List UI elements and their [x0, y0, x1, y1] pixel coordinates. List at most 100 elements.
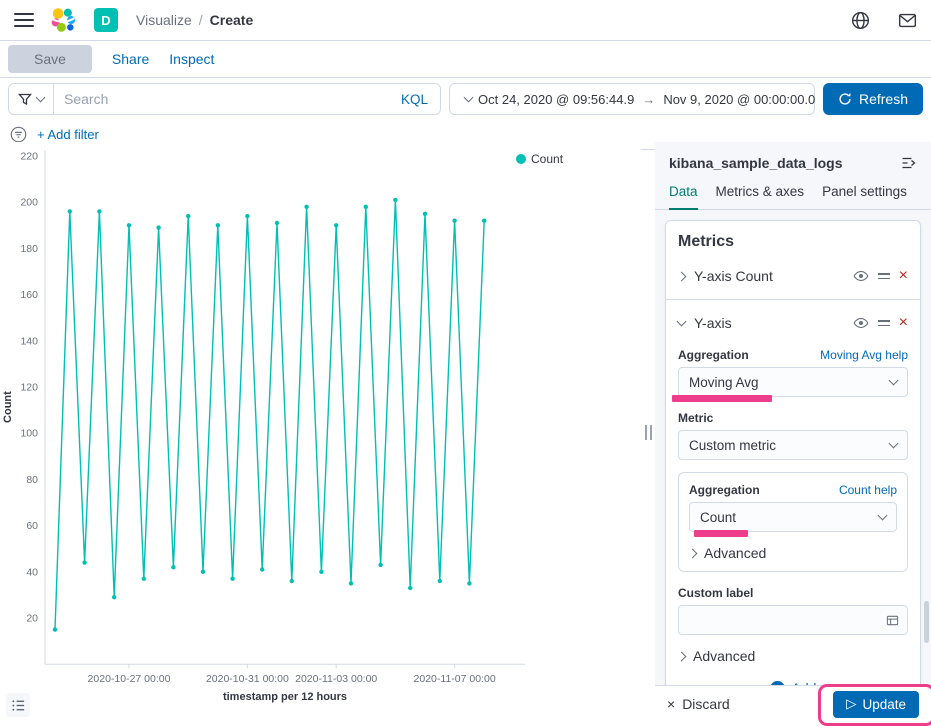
sub-aggregation-selected-value: Count	[700, 509, 737, 525]
remove-metric-button[interactable]: ×	[898, 314, 908, 331]
editor-footer: × Discard ▷ Update	[655, 684, 931, 726]
svg-text:200: 200	[20, 197, 38, 209]
mail-icon[interactable]	[898, 11, 917, 30]
svg-text:20: 20	[26, 613, 38, 625]
metric-yaxis-count-row[interactable]: Y-axis Count ×	[676, 263, 908, 289]
refresh-button[interactable]: Refresh	[823, 83, 923, 115]
svg-text:140: 140	[20, 335, 38, 347]
menu-icon[interactable]	[14, 13, 34, 27]
collapse-sidebar-icon[interactable]	[901, 155, 917, 171]
highlight-annotation	[672, 395, 772, 402]
panel-header: kibana_sample_data_logs	[655, 142, 931, 180]
line-chart[interactable]: 220 200 180 160 140 120 100 80 60 40 20 2020-10-27 …	[0, 142, 641, 722]
advanced-label: Advanced	[693, 648, 756, 664]
tab-data[interactable]: Data	[669, 180, 698, 210]
kql-button[interactable]: KQL	[400, 91, 428, 107]
saved-query-menu-button[interactable]	[9, 84, 54, 114]
custom-label-input-wrap	[678, 605, 908, 635]
svg-text:80: 80	[26, 474, 38, 486]
custom-metric-panel: Aggregation Count help Count Advanced	[678, 472, 908, 572]
count-help-link[interactable]: Count help	[838, 483, 897, 497]
query-bar: KQL Oct 24, 2020 @ 09:56:44.9 → Nov 9, 2…	[0, 78, 931, 120]
add-filter-button[interactable]: + Add filter	[37, 127, 99, 142]
inspect-button[interactable]: Inspect	[169, 51, 215, 67]
metric-row-label: Y-axis	[694, 315, 732, 331]
breadcrumb-divider: /	[198, 12, 203, 28]
divider	[666, 299, 920, 300]
sub-aggregation-select[interactable]: Count	[689, 502, 897, 532]
aggregation-label: Aggregation	[678, 348, 749, 362]
tab-panel-settings[interactable]: Panel settings	[822, 184, 907, 199]
search-input[interactable]	[54, 91, 389, 107]
editor-tabs: Data Metrics & axes Panel settings	[655, 180, 931, 210]
close-icon: ×	[667, 696, 676, 712]
editor-scroll-area: Metrics Y-axis Count × Y-axis	[655, 210, 931, 685]
svg-text:timestamp per 12 hours: timestamp per 12 hours	[223, 691, 347, 703]
svg-text:60: 60	[26, 520, 38, 532]
drag-handle-icon[interactable]	[877, 273, 890, 279]
index-pattern-title: kibana_sample_data_logs	[669, 155, 843, 171]
chevron-right-icon	[687, 548, 698, 558]
legend-dot-icon	[516, 154, 526, 164]
chevron-down-icon	[35, 92, 46, 103]
metrics-heading: Metrics	[678, 233, 735, 250]
sub-advanced-accordion[interactable]: Advanced	[687, 545, 897, 561]
globe-icon[interactable]	[851, 11, 870, 30]
breadcrumb-visualize[interactable]: Visualize	[136, 12, 192, 28]
search-bar: KQL	[8, 83, 441, 115]
custom-label-label: Custom label	[678, 586, 754, 600]
moving-avg-help-link[interactable]: Moving Avg help	[820, 348, 908, 362]
legend-toggle-button[interactable]	[6, 693, 30, 717]
app-toolbar: Save Share Inspect	[0, 41, 931, 78]
discard-button[interactable]: × Discard	[667, 696, 730, 712]
date-range-start[interactable]: Oct 24, 2020 @ 09:56:44.9	[478, 91, 635, 107]
label-icon	[886, 615, 899, 625]
chevron-down-icon	[877, 510, 888, 521]
refresh-icon	[839, 93, 851, 105]
metrics-card: Metrics Y-axis Count × Y-axis	[665, 220, 921, 685]
aggregation-select[interactable]: Moving Avg	[678, 367, 908, 397]
date-picker[interactable]: Oct 24, 2020 @ 09:56:44.9 → Nov 9, 2020 …	[449, 83, 815, 115]
date-range-end[interactable]: Nov 9, 2020 @ 00:00:00.0	[663, 91, 816, 107]
tab-metrics-axes[interactable]: Metrics & axes	[715, 184, 805, 199]
discard-label: Discard	[682, 696, 730, 712]
svg-text:2020-10-31 00:00: 2020-10-31 00:00	[206, 673, 289, 685]
chevron-down-icon	[676, 316, 687, 327]
elastic-logo-icon[interactable]	[50, 7, 76, 33]
metric-yaxis-row[interactable]: Y-axis ×	[676, 310, 908, 336]
list-icon	[11, 699, 24, 711]
play-icon: ▷	[846, 696, 857, 711]
highlight-annotation	[694, 530, 748, 537]
add-label: Add	[792, 680, 817, 685]
eye-icon[interactable]	[853, 268, 869, 284]
svg-text:120: 120	[20, 382, 38, 394]
drag-handle-icon[interactable]	[877, 320, 890, 326]
svg-text:220: 220	[20, 151, 38, 163]
filter-circle-icon[interactable]	[10, 126, 27, 143]
update-button[interactable]: ▷ Update	[833, 690, 919, 718]
chevron-right-icon	[676, 271, 687, 281]
add-metric-button[interactable]: + Add	[678, 680, 908, 685]
eye-icon[interactable]	[853, 315, 869, 331]
share-button[interactable]: Share	[111, 51, 150, 67]
space-badge[interactable]: D	[94, 8, 118, 32]
breadcrumb: Visualize / Create	[136, 12, 253, 28]
scrollbar-thumb[interactable]	[924, 601, 929, 643]
chevron-down-icon	[888, 438, 899, 449]
remove-metric-button[interactable]: ×	[898, 267, 908, 284]
chevron-down-icon	[463, 92, 474, 103]
refresh-label: Refresh	[858, 91, 909, 107]
svg-text:160: 160	[20, 289, 38, 301]
custom-label-input[interactable]	[687, 612, 886, 628]
svg-text:Count: Count	[2, 391, 14, 423]
chart-legend[interactable]: Count	[516, 152, 563, 166]
advanced-label: Advanced	[704, 545, 767, 561]
metric-select[interactable]: Custom metric	[678, 430, 908, 460]
aggregation-selected-value: Moving Avg	[689, 374, 759, 390]
metric-selected-value: Custom metric	[689, 437, 777, 453]
top-header: D Visualize / Create	[0, 0, 931, 41]
save-button[interactable]: Save	[8, 45, 92, 73]
panel-resizer[interactable]	[641, 142, 655, 722]
metric-row-label: Y-axis Count	[694, 268, 773, 284]
advanced-accordion[interactable]: Advanced	[676, 648, 908, 664]
